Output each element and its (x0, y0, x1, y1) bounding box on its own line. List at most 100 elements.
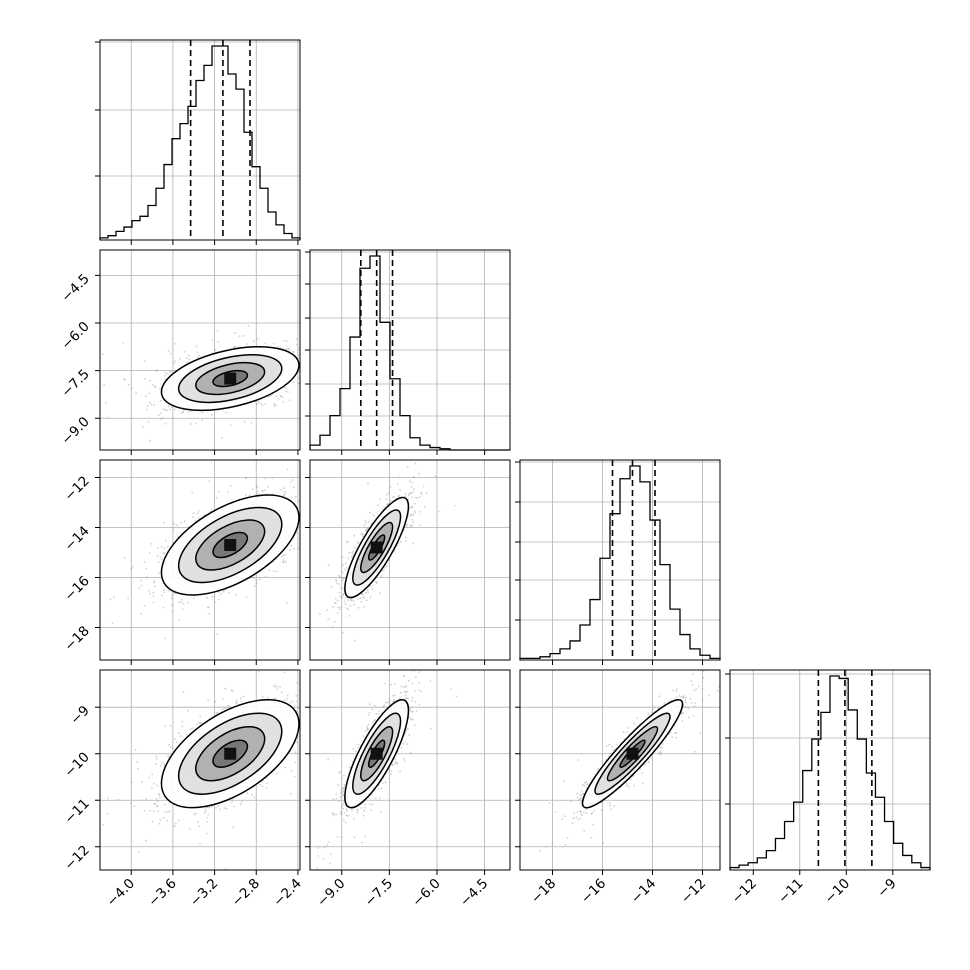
sample-point (136, 760, 139, 763)
sample-point (460, 430, 462, 432)
sample-point (171, 417, 174, 419)
scatter-panel-1-0 (95, 249, 341, 455)
sample-point (300, 384, 302, 386)
sample-point (123, 557, 126, 560)
sample-point (207, 606, 210, 609)
sample-point (256, 403, 259, 406)
histogram-step (309, 255, 510, 451)
sample-point (205, 832, 208, 835)
sample-point (347, 540, 350, 543)
sample-point (122, 342, 125, 344)
sample-point (280, 488, 283, 491)
sample-point (286, 468, 289, 471)
sample-point (143, 560, 146, 563)
sample-point (131, 387, 133, 390)
sample-point (153, 802, 155, 805)
sample-point (304, 705, 306, 707)
sample-point (234, 346, 237, 348)
sample-point (361, 593, 364, 596)
sample-point (197, 510, 200, 512)
sample-point (163, 637, 166, 640)
sample-point (420, 493, 423, 496)
sample-point (216, 711, 219, 714)
sample-point (360, 601, 362, 603)
sample-point (217, 805, 220, 807)
sample-point (235, 701, 238, 704)
sample-point (350, 599, 352, 602)
sample-point (232, 667, 234, 669)
sample-point (410, 507, 412, 509)
sample-point (219, 808, 222, 811)
sample-point (256, 485, 258, 487)
sample-point (353, 534, 356, 537)
sample-point (256, 486, 259, 489)
sample-point (312, 321, 314, 323)
sample-point (246, 343, 249, 345)
sample-point (238, 335, 241, 337)
sample-point (296, 681, 299, 684)
sample-point (225, 807, 228, 810)
sample-point (145, 567, 148, 570)
sample-point (217, 341, 220, 343)
sample-point (149, 379, 152, 382)
sample-point (339, 356, 341, 358)
sample-point (317, 548, 319, 550)
sample-point (161, 761, 164, 764)
sample-point (181, 411, 184, 414)
sample-point (229, 424, 232, 427)
sample-point (344, 603, 347, 606)
sample-point (362, 533, 364, 535)
sample-point (127, 384, 130, 386)
sample-point (264, 477, 267, 480)
sample-point (288, 399, 291, 402)
sample-point (296, 343, 298, 346)
sample-point (201, 419, 204, 421)
sample-point (220, 436, 223, 439)
sample-point (344, 535, 346, 537)
sample-point (346, 607, 348, 609)
sample-point (293, 547, 295, 550)
panel-frame (519, 459, 721, 661)
sample-point (336, 612, 339, 614)
sample-point (247, 325, 250, 327)
sample-point (336, 582, 339, 585)
sample-point (418, 472, 421, 475)
sample-point (194, 520, 197, 522)
sample-point (111, 622, 114, 624)
sample-point (261, 490, 264, 492)
sample-point (170, 370, 173, 373)
histogram-panel-3 (725, 669, 931, 875)
sample-point (163, 591, 166, 594)
sample-point (251, 488, 254, 490)
sample-point (331, 352, 333, 354)
sample-point (283, 671, 286, 674)
sample-point (390, 499, 392, 502)
sample-point (330, 372, 332, 374)
sample-point (251, 793, 254, 796)
sample-point (203, 811, 206, 814)
sample-point (257, 490, 260, 493)
sample-point (306, 365, 308, 367)
sample-point (361, 593, 363, 596)
sample-point (160, 545, 163, 548)
sample-point (272, 342, 275, 345)
sample-point (366, 599, 368, 602)
sample-point (342, 594, 344, 597)
sample-point (252, 340, 255, 343)
panel-frame (99, 249, 301, 451)
sample-point (339, 595, 342, 598)
sample-point (174, 360, 177, 362)
sample-point (304, 515, 306, 517)
sample-point (175, 741, 178, 744)
sample-point (149, 592, 152, 595)
sample-point (301, 491, 303, 493)
sample-point (159, 764, 162, 767)
sample-point (351, 551, 353, 554)
sample-point (235, 593, 237, 596)
sample-point (158, 822, 161, 825)
sample-point (268, 569, 271, 572)
sample-point (233, 346, 236, 349)
sample-point (130, 802, 132, 805)
sample-point (266, 782, 269, 785)
sample-point (319, 363, 321, 365)
